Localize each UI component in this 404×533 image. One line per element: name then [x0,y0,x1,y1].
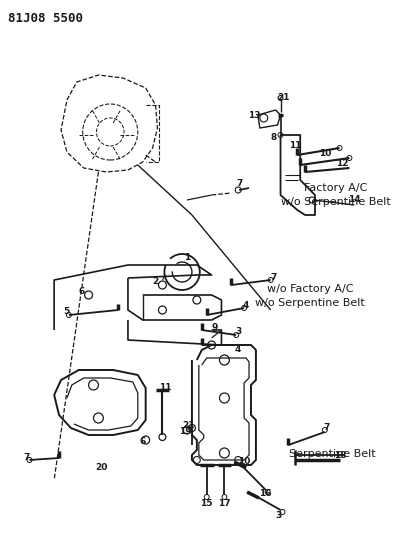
Text: 3: 3 [276,511,282,520]
Text: 5: 5 [63,308,69,317]
Text: 7: 7 [23,453,30,462]
Text: 20: 20 [95,464,107,472]
Text: 13: 13 [248,110,260,119]
Text: 6: 6 [140,438,146,447]
Text: 81J08 5500: 81J08 5500 [8,12,83,25]
Text: 8: 8 [271,133,277,142]
Text: 4: 4 [235,345,241,354]
Text: 2: 2 [152,278,159,287]
Text: 11: 11 [159,383,172,392]
Text: 10: 10 [319,149,331,157]
Text: w/o Factory A/C
w/o Serpentine Belt: w/o Factory A/C w/o Serpentine Belt [255,284,365,308]
Text: 18: 18 [335,450,347,459]
Text: 19: 19 [179,427,191,437]
Text: Serpentine Belt: Serpentine Belt [289,449,375,459]
Text: 1: 1 [184,254,190,262]
Text: 3: 3 [235,327,241,336]
Text: 4: 4 [243,301,249,310]
Text: 9: 9 [211,324,218,333]
Text: Factory A/C
w/o Serpentine Belt: Factory A/C w/o Serpentine Belt [281,182,391,207]
Text: 12: 12 [336,158,349,167]
Text: 21: 21 [277,93,290,101]
Text: 6: 6 [78,287,85,296]
Text: 16: 16 [259,489,272,498]
Text: 10: 10 [238,457,250,466]
Text: 14: 14 [348,196,361,205]
Text: 7: 7 [270,272,277,281]
Text: 7: 7 [236,179,242,188]
Text: 15: 15 [200,498,213,507]
Text: 21: 21 [183,421,195,430]
Text: 17: 17 [218,498,231,507]
Text: 11: 11 [289,141,301,149]
Text: 7: 7 [324,424,330,432]
